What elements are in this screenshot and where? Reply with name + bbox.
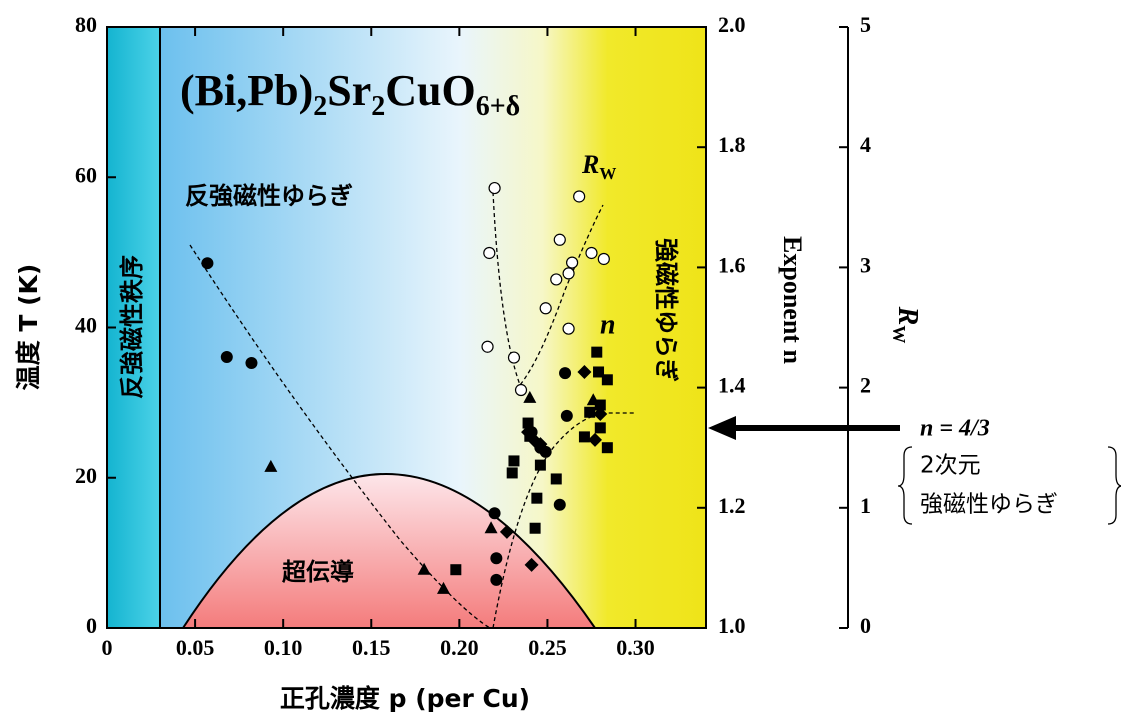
point — [539, 445, 552, 458]
point — [591, 346, 603, 358]
annotation: 強磁性ゆらぎ — [920, 492, 1058, 518]
point — [560, 409, 573, 422]
point — [220, 350, 233, 363]
y3-tick-label: 1 — [860, 493, 871, 518]
region-label: 反強磁性秩序 — [118, 255, 146, 399]
point — [601, 442, 613, 454]
point — [490, 573, 503, 586]
guide-curve — [492, 191, 604, 387]
x-tick-label: 0.25 — [528, 635, 567, 660]
y-axis-label: 温度 T (K) — [14, 264, 43, 391]
y-tick-label: 40 — [75, 313, 97, 338]
point — [533, 437, 548, 452]
point — [508, 455, 520, 467]
point — [529, 522, 541, 534]
sc-dome — [181, 473, 597, 629]
point — [488, 181, 501, 195]
point — [436, 581, 450, 594]
y-tick-label: 20 — [75, 463, 97, 488]
annotation: 2次元 — [920, 453, 981, 479]
point — [484, 521, 498, 534]
y-tick-label: 60 — [75, 162, 97, 187]
annotation: n — [600, 309, 616, 340]
point — [593, 366, 605, 378]
point — [553, 498, 566, 511]
point — [417, 562, 431, 575]
point — [562, 322, 575, 335]
y3-tick-label: 3 — [860, 252, 871, 277]
point — [506, 467, 518, 479]
point — [523, 390, 537, 403]
bracket — [1107, 446, 1121, 525]
y2-tick-label: 1.4 — [718, 373, 746, 398]
point — [594, 399, 606, 411]
x-tick-label: 0.10 — [264, 635, 303, 660]
region-label: 超伝導 — [282, 558, 354, 586]
point — [578, 431, 590, 443]
point — [585, 246, 598, 260]
annotation: RW — [581, 150, 616, 183]
point — [483, 246, 496, 260]
x-axis-label: 正孔濃度 p (per Cu) — [280, 684, 530, 713]
y2-axis-label: Exponent n — [778, 236, 807, 364]
y2-tick-label: 1.8 — [718, 132, 746, 157]
y-tick-label: 80 — [75, 12, 97, 37]
x-tick-label: 0.05 — [176, 635, 215, 660]
point — [539, 302, 552, 315]
x-tick-label: 0 — [102, 635, 113, 660]
point — [264, 459, 278, 472]
annotation: n = 4/3 — [920, 416, 990, 442]
y-tick-label: 0 — [86, 613, 97, 638]
region-label: 強磁性ゆらぎ — [652, 238, 680, 382]
point — [450, 564, 462, 576]
y2-tick-label: 1.0 — [718, 613, 746, 638]
chart-title: (Bi,Pb)2Sr2CuO6+δ — [180, 66, 520, 122]
y2-tick-label: 2.0 — [718, 12, 746, 37]
arrow-head — [708, 416, 736, 440]
point — [245, 356, 258, 369]
point — [588, 432, 603, 447]
point — [559, 367, 572, 380]
point — [550, 473, 562, 485]
point — [601, 374, 613, 386]
point — [562, 267, 575, 280]
point — [577, 364, 592, 379]
y3-tick-label: 0 — [860, 613, 871, 638]
point — [524, 557, 539, 572]
point — [507, 351, 521, 364]
y3-tick-label: 2 — [860, 373, 871, 398]
point — [550, 273, 563, 286]
y3-axis-label: RW — [889, 306, 923, 344]
point — [499, 524, 514, 539]
guide-curve — [189, 244, 491, 629]
point — [553, 233, 566, 246]
point — [584, 406, 596, 418]
point — [514, 383, 528, 397]
region-label: 反強磁性ゆらぎ — [185, 182, 353, 210]
point — [521, 425, 536, 440]
x-tick-label: 0.30 — [616, 635, 655, 660]
y3-tick-label: 5 — [860, 12, 871, 37]
point — [531, 492, 543, 504]
point — [490, 552, 503, 565]
point — [573, 190, 586, 203]
point — [481, 340, 494, 353]
point — [594, 422, 606, 434]
point — [593, 407, 608, 422]
y2-tick-label: 1.2 — [718, 493, 746, 518]
y2-tick-label: 1.6 — [718, 252, 746, 277]
x-tick-label: 0.15 — [352, 635, 391, 660]
y3-tick-label: 4 — [860, 132, 871, 157]
x-tick-label: 0.20 — [440, 635, 479, 660]
point — [201, 257, 214, 270]
point — [597, 252, 610, 266]
point — [566, 256, 579, 269]
point — [534, 459, 546, 471]
bracket — [897, 446, 913, 525]
point — [522, 417, 534, 429]
point — [488, 507, 501, 520]
